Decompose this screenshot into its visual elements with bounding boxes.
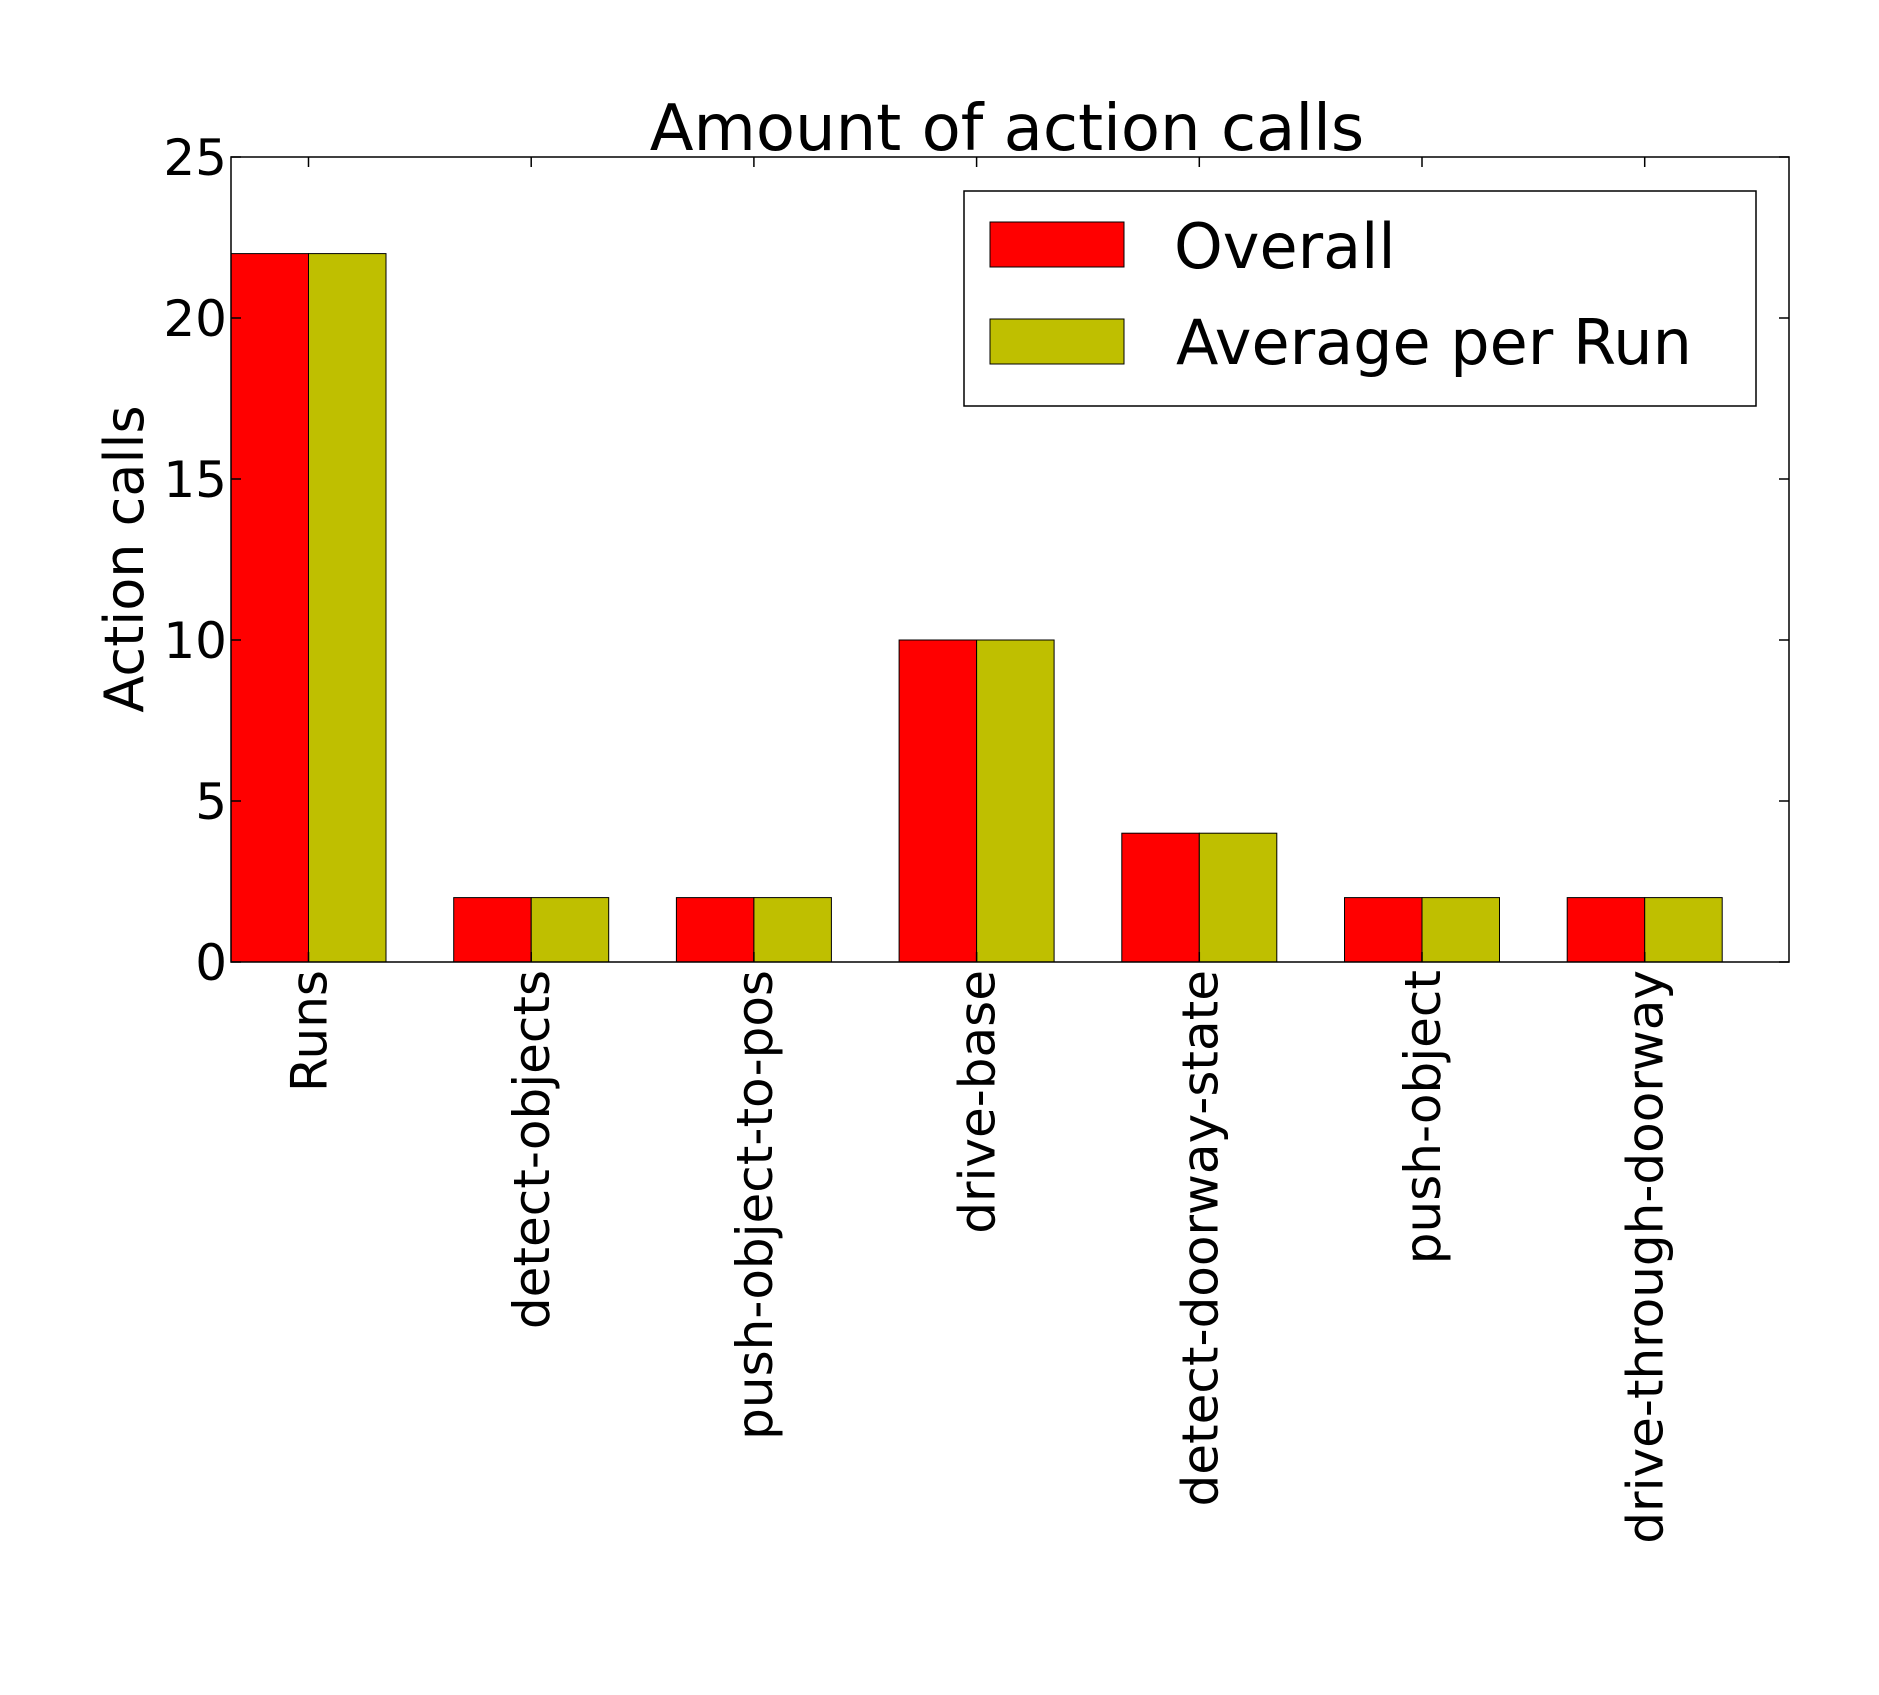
bars-group [230, 253, 1723, 963]
bar-overall-2 [675, 897, 755, 963]
plot-area-frame [230, 156, 1790, 963]
y-tick-label: 20 [163, 290, 227, 348]
bar-overall-6 [1566, 897, 1646, 963]
bar-overall-5 [1344, 897, 1423, 963]
x-tick-label-5: push-object [1394, 970, 1452, 1264]
y-tick-label: 25 [163, 129, 227, 187]
bar-overall-1 [453, 897, 532, 963]
y-axis-ticks: 0 5 10 15 20 25 [163, 129, 1789, 992]
y-axis-label: Action calls [93, 405, 156, 712]
bar-overall-4 [1121, 832, 1200, 963]
x-tick-label-4: detect-doorway-state [1171, 970, 1229, 1506]
x-tick-label-2: push-object-to-pos [726, 970, 784, 1440]
bar-average-per-run-5 [1421, 897, 1500, 963]
chart-title: Amount of action calls [650, 92, 1365, 166]
legend-swatch-overall [989, 221, 1125, 268]
x-tick-label-3: drive-base [949, 970, 1007, 1234]
x-tick-label-0: Runs [281, 970, 339, 1092]
y-tick-label: 5 [195, 773, 227, 831]
y-tick-label: 15 [163, 451, 227, 509]
y-tick-label: 0 [195, 934, 227, 992]
bar-average-per-run-6 [1644, 897, 1723, 963]
bar-average-per-run-3 [976, 639, 1055, 963]
legend-swatch-average-per-run [989, 318, 1125, 365]
bar-overall-0 [230, 253, 309, 963]
y-tick-label: 10 [163, 612, 227, 670]
legend: Overall Average per Run [963, 190, 1757, 407]
bar-average-per-run-1 [530, 897, 610, 963]
bar-average-per-run-4 [1198, 832, 1278, 963]
bar-average-per-run-2 [753, 897, 832, 963]
x-tick-label-1: detect-objects [503, 970, 561, 1329]
legend-label-average-per-run: Average per Run [1176, 306, 1692, 379]
bar-average-per-run-0 [308, 253, 387, 963]
legend-label-overall: Overall [1174, 210, 1396, 283]
x-axis-ticks: Runs detect-objects push-object-to-pos driv… [281, 157, 1675, 1544]
x-tick-label-6: drive-through-doorway [1617, 970, 1675, 1544]
bar-overall-3 [898, 639, 978, 963]
